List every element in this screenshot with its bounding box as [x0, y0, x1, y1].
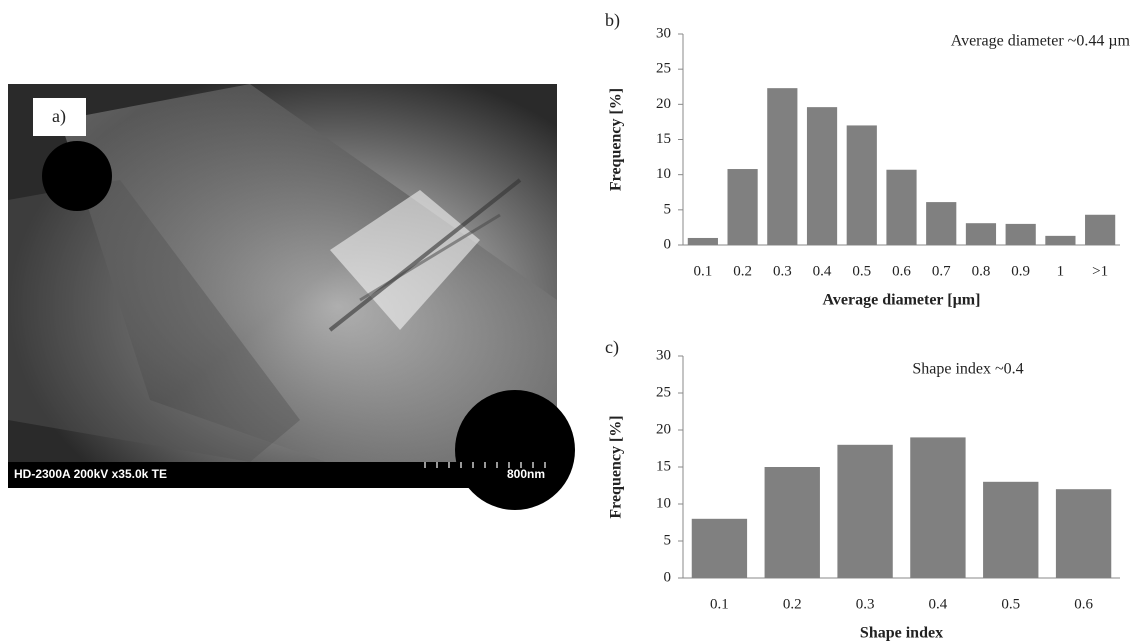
x-tick-label: 0.2 [783, 596, 802, 612]
annotation: Shape index ~0.4 [912, 361, 1023, 378]
y-tick-label: 25 [656, 384, 671, 400]
x-tick-label: 0.6 [1074, 596, 1093, 612]
x-tick-label: 0.1 [710, 596, 729, 612]
x-tick-label: >1 [1092, 263, 1108, 279]
y-tick-label: 20 [656, 421, 671, 437]
annotation: Average diameter ~0.44 µm [951, 33, 1131, 50]
y-tick-label: 25 [656, 61, 671, 77]
bar [983, 481, 1039, 578]
bar [886, 169, 917, 245]
y-tick-label: 0 [664, 236, 672, 252]
bar [965, 223, 997, 245]
panel-label: b) [605, 10, 620, 31]
x-tick-label: 0.4 [813, 263, 832, 279]
y-axis-label: Frequency [%] [608, 415, 625, 518]
micrograph [8, 84, 575, 510]
x-axis-label: Average diameter [µm] [823, 292, 981, 309]
bar [727, 169, 758, 245]
y-tick-label: 20 [656, 96, 671, 112]
bar [926, 202, 957, 245]
y-tick-label: 10 [656, 495, 671, 511]
x-axis-label: Shape index [860, 625, 943, 641]
y-tick-label: 15 [656, 131, 671, 147]
x-tick-label: 0.6 [892, 263, 911, 279]
y-tick-label: 5 [664, 201, 672, 217]
x-tick-label: 0.7 [932, 263, 951, 279]
y-tick-label: 5 [664, 532, 672, 548]
bar [767, 88, 798, 245]
x-tick-label: 0.1 [693, 263, 712, 279]
x-tick-label: 0.9 [1011, 263, 1030, 279]
panel-label: c) [605, 337, 619, 358]
x-tick-label: 0.8 [972, 263, 991, 279]
bar [1085, 214, 1116, 245]
x-tick-label: 0.2 [733, 263, 752, 279]
micrograph-info: HD-2300A 200kV x35.0k TE [14, 467, 167, 481]
x-tick-label: 1 [1057, 263, 1065, 279]
y-tick-label: 15 [656, 458, 671, 474]
bar [846, 125, 877, 245]
x-tick-label: 0.3 [773, 263, 792, 279]
bar [1045, 235, 1076, 245]
x-tick-label: 0.4 [929, 596, 948, 612]
y-tick-label: 30 [656, 25, 671, 41]
panel-label: a) [52, 106, 66, 127]
x-tick-label: 0.5 [852, 263, 871, 279]
x-tick-label: 0.3 [856, 596, 875, 612]
y-axis-label: Frequency [%] [608, 88, 625, 191]
y-tick-label: 30 [656, 347, 671, 363]
scale-label: 800nm [507, 467, 545, 481]
y-tick-label: 0 [664, 569, 672, 585]
bar [806, 107, 838, 245]
y-tick-label: 10 [656, 166, 671, 182]
bar [764, 467, 820, 578]
bar [687, 237, 718, 245]
bar [837, 444, 893, 578]
bar [1005, 223, 1036, 245]
x-tick-label: 0.5 [1001, 596, 1020, 612]
bar [910, 437, 966, 578]
bar [1055, 489, 1112, 578]
bar [691, 518, 748, 578]
